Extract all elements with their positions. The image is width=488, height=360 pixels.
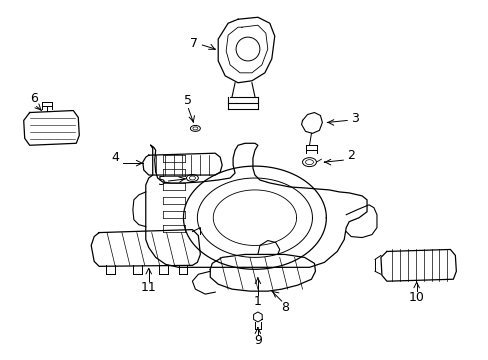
Text: 7: 7 — [190, 37, 198, 50]
Text: 10: 10 — [408, 291, 424, 303]
Text: 1: 1 — [253, 294, 261, 307]
Text: 2: 2 — [346, 149, 354, 162]
Text: 5: 5 — [157, 175, 165, 189]
Text: 11: 11 — [141, 281, 156, 294]
Text: 6: 6 — [30, 92, 38, 105]
Text: 3: 3 — [350, 112, 358, 125]
Text: 5: 5 — [184, 94, 192, 107]
Text: 4: 4 — [111, 151, 119, 164]
Text: 8: 8 — [280, 301, 288, 314]
Text: 9: 9 — [253, 334, 261, 347]
